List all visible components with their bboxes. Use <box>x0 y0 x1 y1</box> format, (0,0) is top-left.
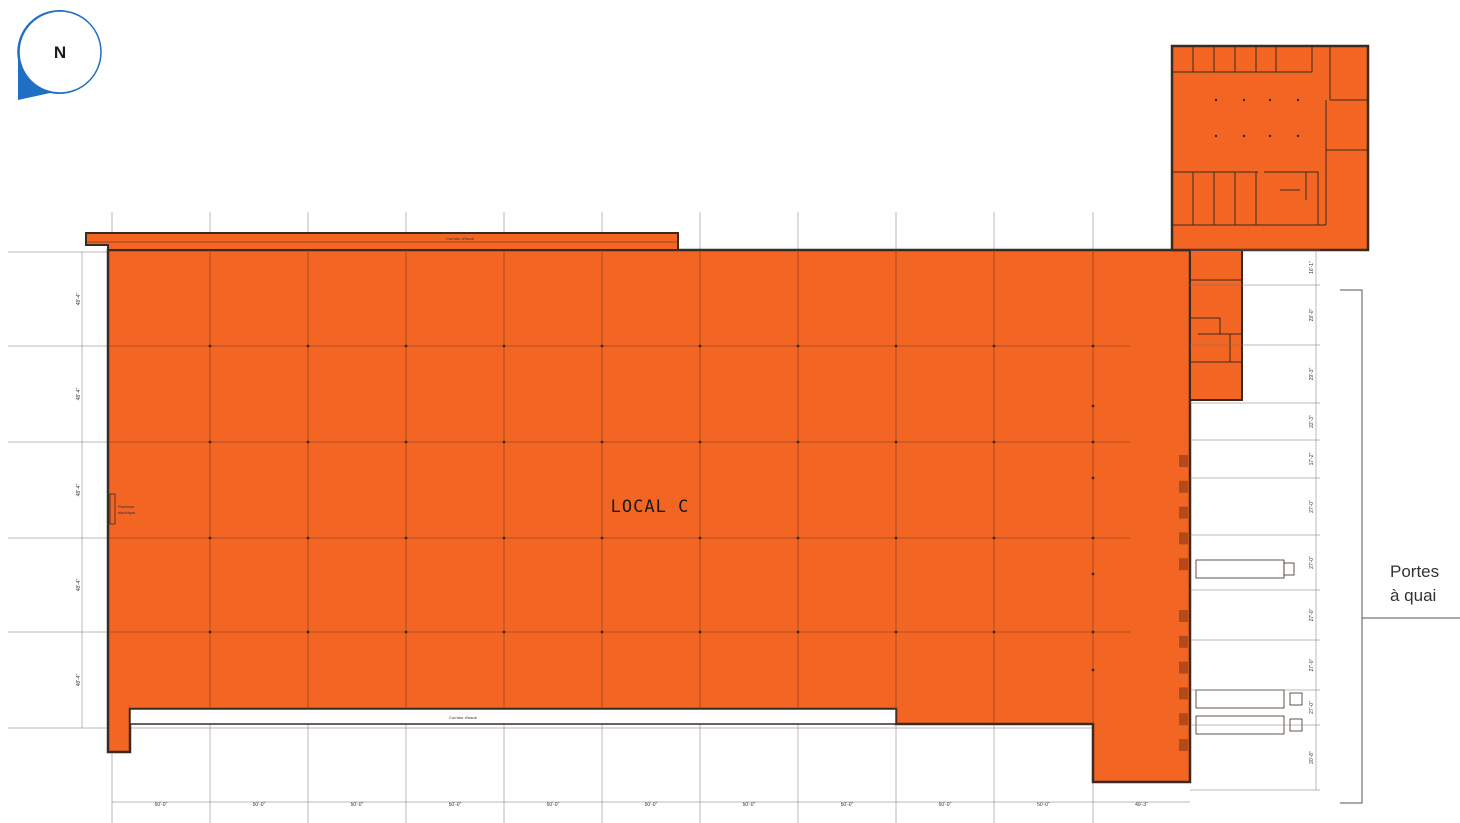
bottom-dim-label: 50'-0" <box>155 802 168 808</box>
right-dim-label: 22'-3" <box>1309 415 1315 428</box>
right-dim-label: 29'-3" <box>1309 367 1315 380</box>
right-dim-label: 27'-0" <box>1309 608 1315 621</box>
bottom-dim-label: 50'-0" <box>645 802 658 808</box>
left-dim-label: 48'-4" <box>76 578 82 591</box>
south-corridor-label: Corridor d'issue <box>449 715 478 720</box>
room-label: LOCAL C <box>611 497 690 517</box>
dock-doors-label: Portes à quai <box>1390 560 1460 608</box>
right-dim-label: 27'-0" <box>1309 701 1315 714</box>
bottom-dim-label: 50'-0" <box>743 802 756 808</box>
dock-door-8 <box>1179 661 1188 674</box>
dock-door-1 <box>1179 455 1188 467</box>
dock-door-3 <box>1179 506 1188 519</box>
bottom-dim-label: 50'-0" <box>547 802 560 808</box>
dock-door-6 <box>1179 610 1188 622</box>
right-dim-label: 16'-1" <box>1309 261 1315 274</box>
dock-doors-bracket <box>1340 289 1460 804</box>
bottom-dim-label: 50'-0" <box>841 802 854 808</box>
left-dim-label: 48'-4" <box>76 292 82 305</box>
bottom-dim-label: 50'-0" <box>1037 802 1050 808</box>
north-corridor-label: Corridor d'issue <box>446 236 475 241</box>
right-dim-label: 27'-0" <box>1309 658 1315 671</box>
right-dim-label: 20'-8" <box>1309 751 1315 764</box>
office-block <box>1170 44 1370 252</box>
left-dim-label: 48'-4" <box>76 483 82 496</box>
electrical-panel-label-2: électrique <box>118 510 136 515</box>
electrical-panel-label-1: Panneau <box>118 504 134 509</box>
bottom-dim-label: 50'-0" <box>253 802 266 808</box>
right-dim-label: 27'-0" <box>1309 500 1315 513</box>
bottom-dim-label: 50'-0" <box>449 802 462 808</box>
dock-trucks <box>1195 559 1303 735</box>
dock-door-9 <box>1179 687 1188 700</box>
electrical-panel: Panneau électrique <box>109 493 136 525</box>
dock-door-11 <box>1179 739 1188 751</box>
dock-doors-label-line2: à quai <box>1390 586 1437 605</box>
right-dimensions: 16'-1" 29'-0" 29'-3" 22'-3" 17'-2" 27'-0" 27'-… <box>1190 249 1320 791</box>
dock-doors <box>1179 455 1188 751</box>
dock-door-5 <box>1179 558 1188 571</box>
south-exit-corridor <box>129 708 897 725</box>
service-rooms <box>1189 249 1243 401</box>
right-dim-label: 27'-0" <box>1309 556 1315 569</box>
right-dim-label: 17'-2" <box>1309 452 1315 465</box>
left-dim-label: 48'-4" <box>76 387 82 400</box>
compass-north-marker: N <box>17 10 102 101</box>
dock-door-10 <box>1179 713 1188 726</box>
bottom-dim-label: 50'-0" <box>939 802 952 808</box>
bottom-dim-label: 49'-3" <box>1135 802 1148 808</box>
right-dim-label: 29'-0" <box>1309 308 1315 321</box>
column-grid <box>108 250 1130 724</box>
office-columns <box>1214 98 1300 138</box>
north-exit-corridor <box>85 232 679 251</box>
dock-door-4 <box>1179 532 1188 545</box>
dock-doors-label-line1: Portes <box>1390 562 1440 581</box>
dock-door-7 <box>1179 635 1188 648</box>
left-dimensions: 48'-4" 48'-4" 48'-4" 48'-4" 48'-4" <box>76 252 83 728</box>
compass-label: N <box>54 43 66 62</box>
dock-door-2 <box>1179 480 1188 493</box>
bottom-dimensions: 50'-0" 50'-0" 50'-0" 50'-0" 50'-0" 50'-0" 50'-… <box>112 801 1190 808</box>
bottom-dim-label: 50'-0" <box>351 802 364 808</box>
left-dim-label: 48'-4" <box>76 673 82 686</box>
